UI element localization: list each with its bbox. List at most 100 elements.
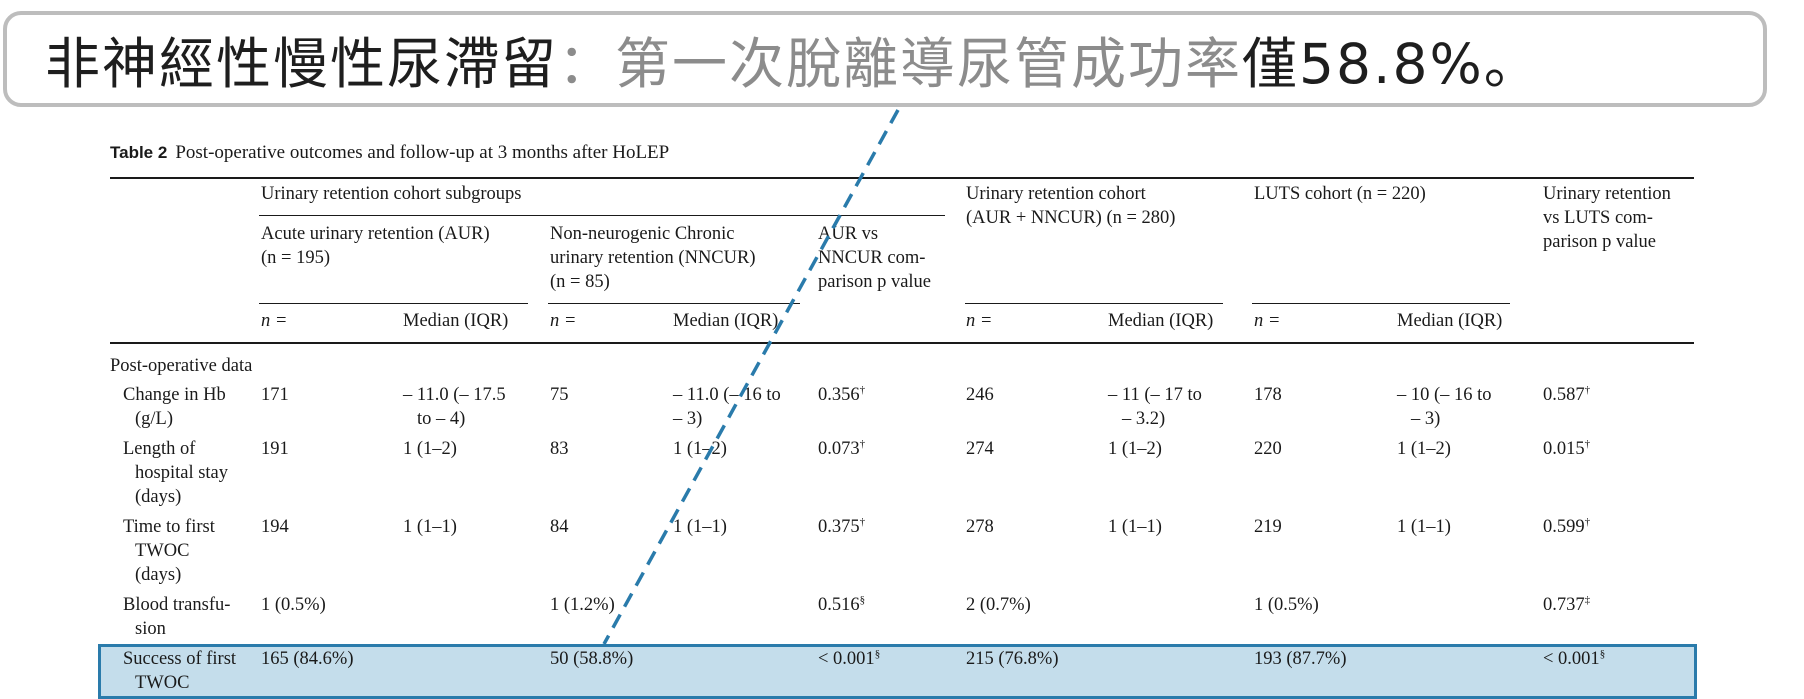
p-footnote-mark: § [859, 594, 866, 606]
subheader-nncur-median: Median (IQR) [673, 311, 779, 331]
cell-luts-n: 220 [1254, 439, 1282, 459]
p-value: < 0.001 [1543, 649, 1600, 669]
cell-aur-n: 191 [261, 439, 289, 459]
cell-nncur-median: – 3) [673, 409, 703, 429]
cell-ur-vs-luts-p: 0.015† [1543, 437, 1590, 461]
cell-aur-n: 1 (0.5%) [261, 595, 326, 615]
cell-aur-vs-nncur-p: 0.516§ [818, 593, 865, 617]
row-label: (days) [135, 487, 182, 507]
cell-luts-median: – 3) [1411, 409, 1441, 429]
p-value: 0.737 [1543, 595, 1585, 615]
cell-ur-cohort-n: 2 (0.7%) [966, 595, 1031, 615]
header-subgroups: Urinary retention cohort subgroups [261, 184, 522, 204]
row-label: Blood transfu- [123, 595, 231, 615]
cell-aur-n: 165 (84.6%) [261, 649, 354, 669]
cell-nncur-n: 83 [550, 439, 569, 459]
aur-rule [259, 303, 528, 304]
p-value: < 0.001 [818, 649, 875, 669]
header-ur-cohort-line1: Urinary retention cohort [966, 184, 1146, 204]
p-footnote-mark: † [859, 516, 866, 528]
subheader-luts-n: n = [1254, 311, 1281, 331]
p-value: 0.015 [1543, 439, 1585, 459]
cell-luts-n: 193 (87.7%) [1254, 649, 1347, 669]
cell-ur-cohort-n: 246 [966, 385, 994, 405]
header-nncur-line2: urinary retention (NNCUR) [550, 248, 756, 268]
p-footnote-mark: § [874, 648, 881, 660]
p-value: 0.356 [818, 385, 860, 405]
p-footnote-mark: † [1584, 438, 1591, 450]
section-title: Post-operative data [110, 356, 253, 376]
nncur-rule [548, 303, 800, 304]
p-value: 0.599 [1543, 517, 1585, 537]
p-value: 0.516 [818, 595, 860, 615]
callout-part-2: ：第一次脫離導尿管成功率 [558, 32, 1243, 96]
cell-luts-n: 219 [1254, 517, 1282, 537]
cell-luts-median: 1 (1–1) [1397, 517, 1451, 537]
row-label: Change in Hb [123, 385, 226, 405]
cell-aur-median: to – 4) [417, 409, 466, 429]
cell-ur-vs-luts-p: 0.587† [1543, 383, 1590, 407]
cell-luts-n: 1 (0.5%) [1254, 595, 1319, 615]
cell-nncur-median: 1 (1–2) [673, 439, 727, 459]
row-label: (days) [135, 565, 182, 585]
cell-ur-cohort-median: 1 (1–2) [1108, 439, 1162, 459]
cell-ur-cohort-median: – 11 (– 17 to [1108, 385, 1202, 405]
row-label: TWOC [135, 541, 190, 561]
subheader-ur-median: Median (IQR) [1108, 311, 1214, 331]
cell-nncur-n: 75 [550, 385, 569, 405]
row-label: TWOC [135, 673, 190, 693]
p-footnote-mark: † [1584, 384, 1591, 396]
header-ur-cohort-line2: (AUR + NNCUR) (n = 280) [966, 208, 1176, 228]
header-aur-line2: (n = 195) [261, 248, 331, 268]
cell-nncur-median: 1 (1–1) [673, 517, 727, 537]
subheader-luts-median: Median (IQR) [1397, 311, 1503, 331]
header-aur-vs-nncur-line2: NNCUR com- [818, 248, 926, 268]
cell-ur-cohort-n: 278 [966, 517, 994, 537]
p-footnote-mark: ‡ [1584, 594, 1591, 606]
cell-luts-median: – 10 (– 16 to [1397, 385, 1492, 405]
header-aur-vs-nncur-line3: parison p value [818, 272, 932, 292]
row-label: Length of [123, 439, 196, 459]
row-label: (g/L) [135, 409, 174, 429]
p-footnote-mark: † [859, 438, 866, 450]
subheader-ur-n: n = [966, 311, 993, 331]
header-aur-vs-nncur-line1: AUR vs [818, 224, 879, 244]
header-nncur-line1: Non-neurogenic Chronic [550, 224, 735, 244]
header-ur-vs-luts-line2: vs LUTS com- [1543, 208, 1653, 228]
cell-ur-cohort-median: – 3.2) [1122, 409, 1166, 429]
cell-nncur-n: 84 [550, 517, 569, 537]
cell-ur-vs-luts-p: 0.737‡ [1543, 593, 1590, 617]
annotation-callout: 非神經性慢性尿滯留 ：第一次脫離導尿管成功率 僅58.8%。 [3, 11, 1767, 107]
p-value: 0.375 [818, 517, 860, 537]
p-footnote-mark: † [859, 384, 866, 396]
subheader-aur-n: n = [261, 311, 288, 331]
cell-luts-median: 1 (1–2) [1397, 439, 1451, 459]
cell-aur-vs-nncur-p: < 0.001§ [818, 647, 880, 671]
cell-nncur-n: 1 (1.2%) [550, 595, 615, 615]
cell-aur-vs-nncur-p: 0.375† [818, 515, 865, 539]
table-caption-text: Post-operative outcomes and follow-up at… [175, 142, 670, 163]
cell-ur-cohort-n: 215 (76.8%) [966, 649, 1059, 669]
p-footnote-mark: † [1584, 516, 1591, 528]
cell-nncur-median: – 11.0 (– 16 to [673, 385, 781, 405]
header-ur-vs-luts-line1: Urinary retention [1543, 184, 1671, 204]
header-aur-line1: Acute urinary retention (AUR) [261, 224, 490, 244]
cell-ur-vs-luts-p: < 0.001§ [1543, 647, 1605, 671]
subgroup-rule [259, 215, 945, 216]
cell-aur-n: 171 [261, 385, 289, 405]
header-luts: LUTS cohort (n = 220) [1254, 184, 1426, 204]
row-label: Success of first [123, 649, 237, 669]
table-caption: Table 2 Post-operative outcomes and follo… [110, 142, 669, 164]
ur-cohort-rule [965, 303, 1223, 304]
luts-rule [1252, 303, 1510, 304]
cell-luts-n: 178 [1254, 385, 1282, 405]
table-caption-label: Table 2 [110, 143, 168, 162]
cell-aur-median: – 11.0 (– 17.5 [403, 385, 506, 405]
callout-part-3: 僅58.8%。 [1242, 32, 1541, 96]
subheader-aur-median: Median (IQR) [403, 311, 509, 331]
cell-aur-vs-nncur-p: 0.073† [818, 437, 865, 461]
cell-ur-vs-luts-p: 0.599† [1543, 515, 1590, 539]
header-nncur-line3: (n = 85) [550, 272, 610, 292]
cell-ur-cohort-n: 274 [966, 439, 994, 459]
row-label: sion [135, 619, 166, 639]
